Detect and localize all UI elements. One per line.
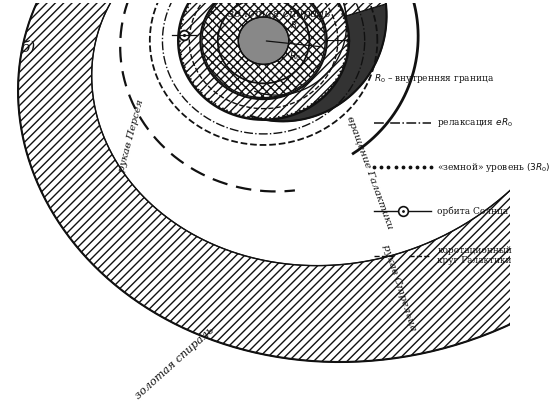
Polygon shape [51, 0, 386, 16]
Text: вращение Галактики: вращение Галактики [344, 115, 394, 230]
Text: рукав Стрельца: рукав Стрельца [381, 243, 418, 332]
Text: $R_0$ – внутренняя граница: $R_0$ – внутренняя граница [374, 72, 494, 85]
Text: золотая спираль: золотая спираль [228, 9, 330, 19]
Text: релаксация $eR_0$: релаксация $eR_0$ [437, 116, 514, 129]
Text: золотая спираль: золотая спираль [134, 325, 216, 401]
Polygon shape [178, 0, 349, 120]
Text: «земной» уровень $(3R_0)$: «земной» уровень $(3R_0)$ [437, 161, 551, 174]
Text: коротационный
круг Галактики: коротационный круг Галактики [437, 246, 512, 265]
Polygon shape [251, 4, 386, 121]
Text: $R_i$: $R_i$ [290, 19, 300, 32]
Polygon shape [18, 0, 560, 362]
Polygon shape [239, 17, 289, 64]
Text: рукав Персея: рукав Персея [117, 98, 145, 173]
Text: б): б) [20, 41, 35, 55]
Text: $R_0$: $R_0$ [289, 50, 301, 63]
Text: орбита Солнца: орбита Солнца [437, 207, 508, 216]
Polygon shape [202, 0, 325, 98]
